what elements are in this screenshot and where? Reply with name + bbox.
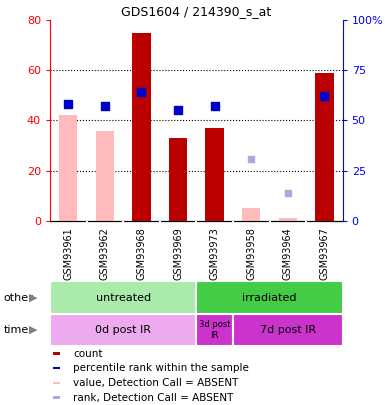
Text: 7d post IR: 7d post IR (260, 325, 316, 335)
Bar (53, 367, 60, 369)
Bar (196, 281, 343, 314)
Bar (196, 314, 233, 346)
Text: GSM93967: GSM93967 (320, 227, 329, 280)
Bar (315, 73, 333, 221)
Text: ▶: ▶ (29, 293, 37, 303)
Bar (233, 314, 343, 346)
Point (102, 103, 108, 110)
Text: count: count (74, 349, 103, 358)
Point (175, 107, 181, 114)
Bar (59, 115, 77, 221)
Point (248, 156, 254, 162)
Bar (53, 352, 60, 355)
Text: time: time (4, 325, 29, 335)
Text: rank, Detection Call = ABSENT: rank, Detection Call = ABSENT (74, 393, 234, 403)
Bar (279, 218, 297, 221)
Point (321, 93, 327, 100)
Text: 0d post IR: 0d post IR (95, 325, 151, 335)
Title: GDS1604 / 214390_s_at: GDS1604 / 214390_s_at (121, 5, 271, 18)
Bar (279, 218, 297, 221)
Bar (132, 33, 151, 221)
Text: GSM93969: GSM93969 (173, 227, 183, 279)
Bar (242, 208, 260, 221)
Bar (50, 281, 196, 314)
Bar (53, 382, 60, 384)
Text: GSM93968: GSM93968 (137, 227, 146, 279)
Text: GSM93961: GSM93961 (64, 227, 73, 279)
Text: GSM93958: GSM93958 (246, 227, 256, 280)
Text: GSM93964: GSM93964 (283, 227, 293, 279)
Bar (206, 128, 224, 221)
Bar (96, 130, 114, 221)
Text: other: other (4, 293, 33, 303)
Point (212, 103, 218, 110)
Bar (53, 396, 60, 399)
Text: percentile rank within the sample: percentile rank within the sample (74, 363, 249, 373)
Text: GSM93973: GSM93973 (210, 227, 219, 280)
Text: ▶: ▶ (29, 325, 37, 335)
Point (139, 89, 145, 96)
Text: value, Detection Call = ABSENT: value, Detection Call = ABSENT (74, 378, 239, 388)
Text: 3d post
IR: 3d post IR (199, 320, 230, 340)
Point (65, 101, 72, 108)
Bar (169, 138, 187, 221)
Text: irradiated: irradiated (242, 293, 297, 303)
Point (285, 190, 291, 196)
Text: GSM93962: GSM93962 (100, 227, 110, 280)
Text: untreated: untreated (95, 293, 151, 303)
Bar (50, 314, 196, 346)
